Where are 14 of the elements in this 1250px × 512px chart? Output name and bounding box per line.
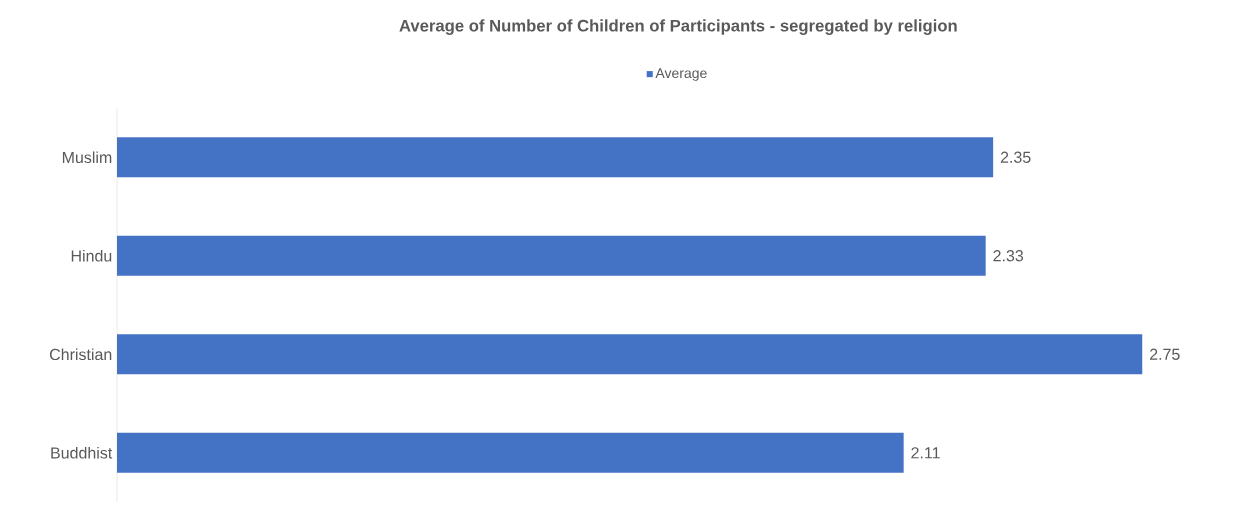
data-label: 2.11 — [911, 447, 940, 459]
bar — [117, 235, 986, 276]
bar — [117, 137, 994, 178]
bar — [117, 334, 1143, 375]
y-tick-label: Hindu — [71, 249, 112, 262]
y-tick-label: Buddhist — [51, 446, 113, 459]
data-label: 2.75 — [1150, 348, 1180, 360]
y-tick-label: Muslim — [62, 151, 112, 164]
chart-title: Average of Number of Children of Participants - segregated by religion — [399, 19, 957, 35]
bar — [117, 432, 904, 473]
data-label: 2.33 — [993, 250, 1024, 262]
y-tick-label: Christian — [49, 348, 112, 361]
data-label: 2.35 — [1000, 151, 1031, 163]
legend-label: Average — [655, 68, 707, 81]
